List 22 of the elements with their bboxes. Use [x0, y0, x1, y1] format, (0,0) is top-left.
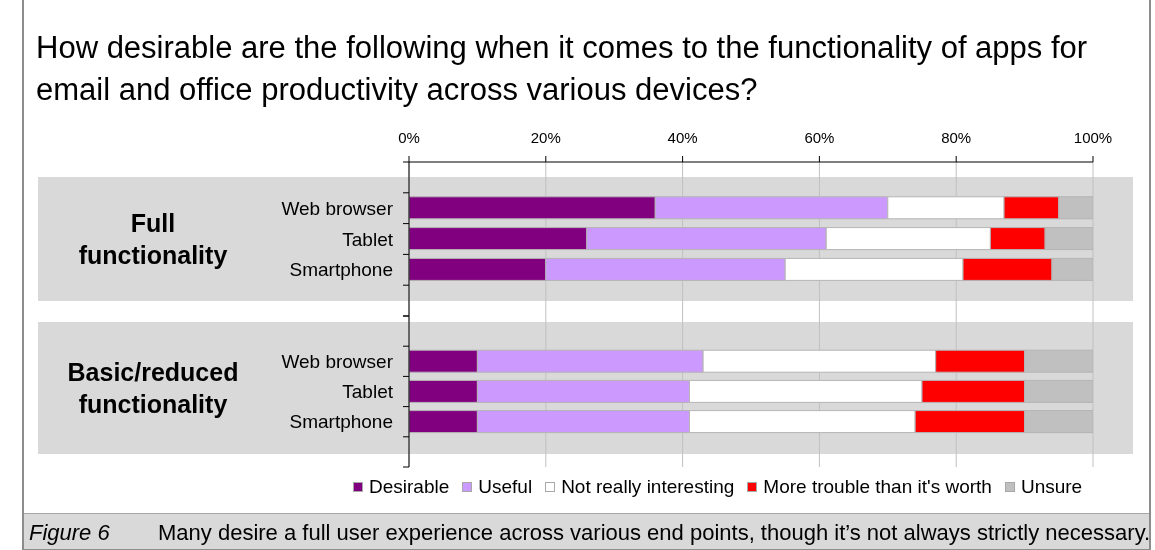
y-tick-label: Web browser	[281, 197, 394, 219]
legend-label: Desirable	[369, 476, 450, 498]
x-tick-label: 80%	[941, 129, 972, 146]
x-tick-label: 100%	[1073, 129, 1113, 146]
chart-title: How desirable are the following when it comes to the functionality of apps for email and office productivity across various devices?	[36, 30, 1088, 107]
caption: Figure 6	[29, 520, 110, 545]
x-tick-label: 40%	[667, 129, 698, 146]
y-axis-title: Full functionality	[77, 208, 229, 271]
legend-label: Unsure	[1020, 476, 1083, 498]
y-tick-label: Tablet	[342, 381, 394, 403]
y-tick-label: Web browser	[281, 350, 394, 372]
legend-label: Useful	[478, 476, 533, 498]
y-tick-label: Smartphone	[289, 411, 393, 433]
y-tick-label: Tablet	[342, 228, 394, 250]
y-axis-title: Basic/reduced functionality	[66, 357, 240, 420]
x-tick-label: 60%	[804, 129, 835, 146]
y-tick-label: Smartphone	[289, 259, 393, 281]
caption-panel: Figure 6 Many desire a full user experience across various end points, though it’s not always strictly necessary.	[24, 513, 1149, 549]
legend-label: Not really interesting	[561, 476, 735, 498]
x-tick-label: 0%	[398, 129, 420, 146]
legend-label: More trouble than it's worth	[763, 476, 992, 498]
x-tick-label: 20%	[530, 129, 561, 146]
